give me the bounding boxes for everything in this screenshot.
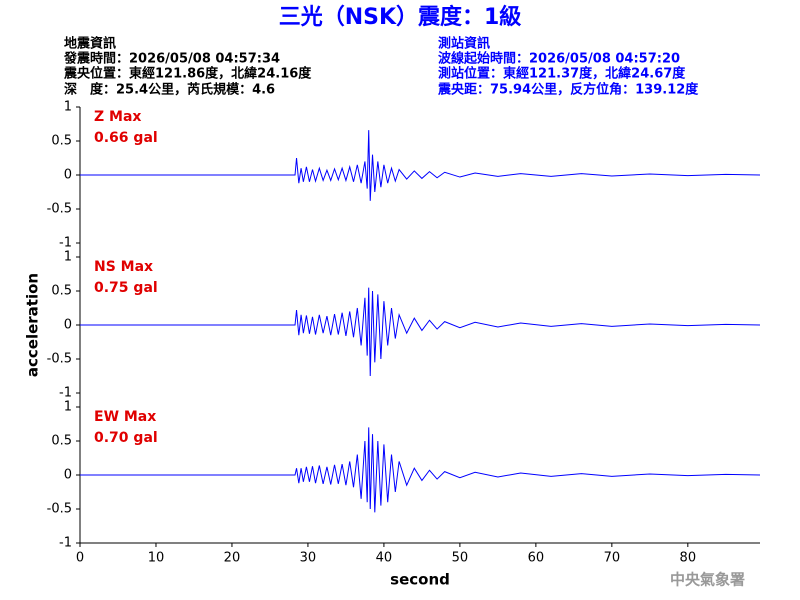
max-annotation: EW Max xyxy=(94,409,156,425)
x-tick-label: 60 xyxy=(528,551,545,566)
x-tick-label: 80 xyxy=(680,551,697,566)
x-tick-label: 20 xyxy=(224,551,241,566)
waveform xyxy=(80,130,761,201)
y-tick-label: 1 xyxy=(64,250,72,265)
x-tick-label: 30 xyxy=(300,551,317,566)
max-annotation: 0.66 gal xyxy=(94,130,158,146)
y-tick-label: -0.5 xyxy=(47,502,72,517)
waveform xyxy=(80,427,761,513)
y-tick-label: -0.5 xyxy=(47,202,72,217)
max-annotation: 0.70 gal xyxy=(94,430,158,446)
y-tick-label: -1 xyxy=(59,236,72,251)
max-annotation: Z Max xyxy=(94,109,141,125)
info-right: 波線起始時間：2026/05/08 04:57:20 xyxy=(438,51,680,67)
info-right: 測站位置：東經121.37度，北緯24.67度 xyxy=(438,66,686,82)
y-tick-label: 0 xyxy=(64,468,72,483)
x-tick-label: 10 xyxy=(148,551,165,566)
y-tick-label: 0.5 xyxy=(51,434,72,449)
x-tick-label: 40 xyxy=(376,551,393,566)
info-left: 發震時間：2026/05/08 04:57:34 xyxy=(63,51,280,67)
footer: 中央氣象署 xyxy=(670,571,745,589)
y-tick-label: -1 xyxy=(59,386,72,401)
x-tick-label: 0 xyxy=(76,551,84,566)
info-left: 地震資訊 xyxy=(64,36,116,52)
y-tick-label: -0.5 xyxy=(47,352,72,367)
y-axis-label: acceleration xyxy=(24,273,42,377)
y-tick-label: 0.5 xyxy=(51,134,72,149)
max-annotation: NS Max xyxy=(94,259,153,275)
x-tick-label: 70 xyxy=(604,551,621,566)
waveform xyxy=(80,287,761,377)
x-tick-label: 50 xyxy=(452,551,469,566)
y-tick-label: 0 xyxy=(64,168,72,183)
y-tick-label: 0 xyxy=(64,318,72,333)
info-right: 測站資訊 xyxy=(438,36,490,52)
x-axis-label: second xyxy=(390,571,450,589)
max-annotation: 0.75 gal xyxy=(94,280,158,296)
info-left: 震央位置：東經121.86度，北緯24.16度 xyxy=(63,66,312,82)
y-tick-label: 1 xyxy=(64,100,72,115)
y-tick-label: -1 xyxy=(59,536,72,551)
info-left: 深 度：25.4公里，芮氏規模：4.6 xyxy=(64,82,275,98)
y-tick-label: 1 xyxy=(64,400,72,415)
info-right: 震央距：75.94公里，反方位角：139.12度 xyxy=(437,82,699,98)
y-tick-label: 0.5 xyxy=(51,284,72,299)
title: 三光（NSK）震度：1級 xyxy=(279,4,522,30)
